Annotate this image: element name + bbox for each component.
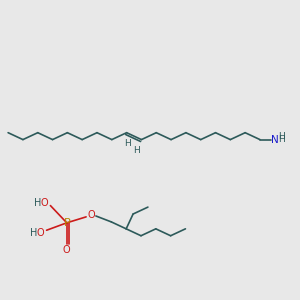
Text: H: H — [30, 228, 38, 238]
Text: H: H — [278, 131, 285, 140]
Text: H: H — [134, 146, 140, 155]
Text: H: H — [278, 135, 285, 144]
Text: O: O — [63, 244, 70, 255]
Text: O: O — [40, 198, 48, 208]
Text: N: N — [271, 135, 279, 145]
Text: O: O — [36, 228, 44, 238]
Text: H: H — [124, 139, 131, 148]
Text: H: H — [34, 198, 42, 208]
Text: P: P — [63, 218, 70, 228]
Text: O: O — [88, 210, 95, 220]
